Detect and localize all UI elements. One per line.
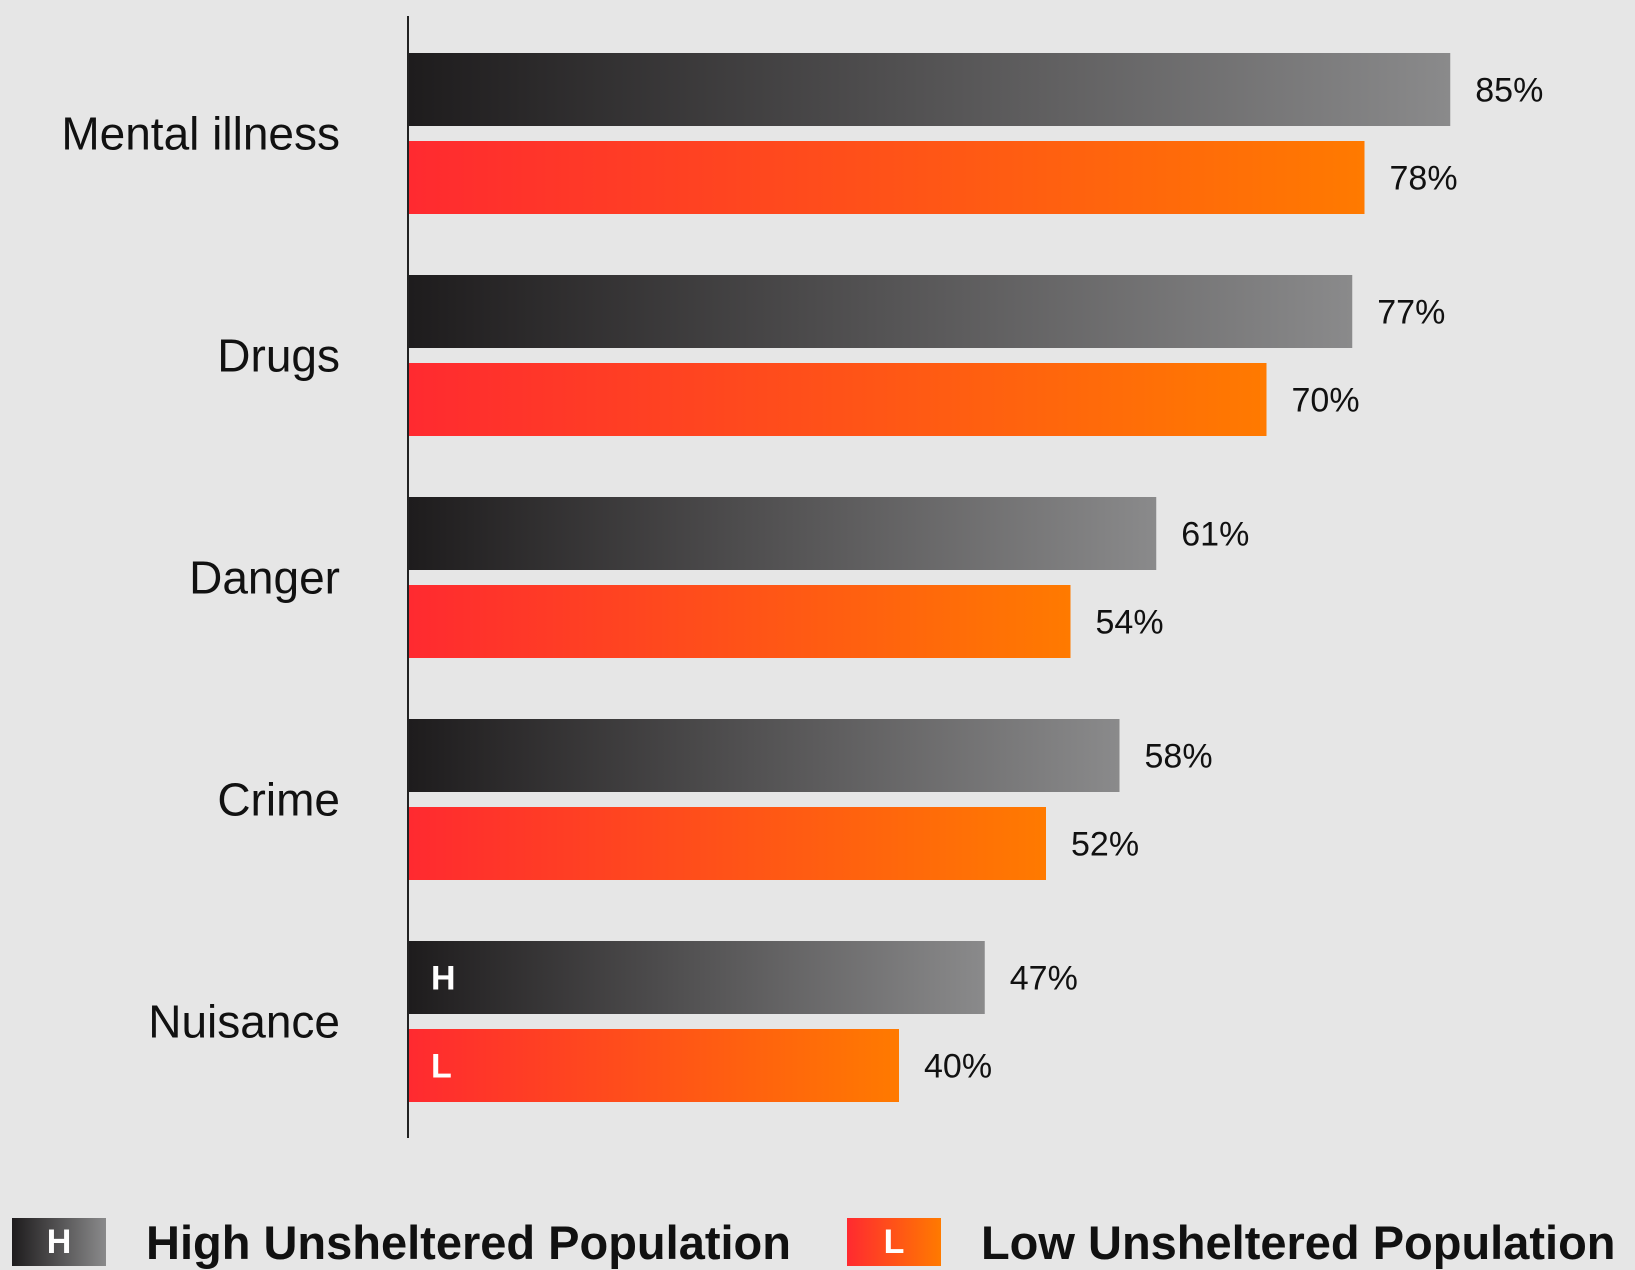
bar-low-drugs: [409, 363, 1267, 436]
category-label-crime: Crime: [217, 774, 340, 826]
category-label-nuisance: Nuisance: [148, 996, 340, 1048]
value-label-high-mental-illness: 85%: [1475, 72, 1543, 110]
value-label-low-drugs: 70%: [1292, 382, 1360, 420]
legend-swatch-low: L: [846, 1218, 941, 1266]
value-label-low-danger: 54%: [1096, 604, 1164, 642]
bar-low-crime: [409, 807, 1046, 880]
bar-tag-low: L: [431, 1048, 452, 1086]
value-label-low-mental-illness: 78%: [1390, 160, 1458, 198]
bar-high-danger: [409, 497, 1157, 570]
bar-high-crime: [409, 719, 1120, 792]
value-label-high-drugs: 77%: [1377, 294, 1445, 332]
legend-tag-low: L: [883, 1222, 905, 1261]
category-label-mental-illness: Mental illness: [61, 108, 340, 160]
bar-low-danger: [409, 585, 1071, 658]
legend-label-low: Low Unsheltered Population: [980, 1215, 1616, 1269]
value-label-high-danger: 61%: [1181, 516, 1249, 554]
legend-swatch-high: H: [12, 1218, 106, 1266]
bar-high-mental-illness: [409, 53, 1451, 126]
bar-low-mental-illness: [409, 141, 1365, 214]
bar-tag-high: H: [431, 960, 456, 998]
bar-high-drugs: [409, 275, 1353, 348]
value-label-high-nuisance: 47%: [1010, 960, 1078, 998]
category-label-danger: Danger: [189, 552, 340, 604]
legend-item-high: H High Unsheltered Population: [12, 1215, 791, 1270]
bar-chart: Mental illness 85% 78% Drugs 77% 70% Danger 61%…: [61, 16, 1543, 1138]
bar-high-nuisance: [409, 941, 985, 1014]
bar-low-nuisance: [409, 1029, 899, 1102]
value-label-low-nuisance: 40%: [924, 1048, 992, 1086]
category-label-drugs: Drugs: [217, 330, 340, 382]
legend: H High Unsheltered Population L Low Unsh…: [12, 1214, 1616, 1270]
value-label-low-crime: 52%: [1071, 826, 1139, 864]
legend-tag-high: H: [46, 1222, 72, 1261]
legend-item-low: L Low Unsheltered Population: [846, 1215, 1616, 1270]
value-label-high-crime: 58%: [1145, 738, 1213, 776]
legend-label-high: High Unsheltered Population: [146, 1215, 791, 1269]
